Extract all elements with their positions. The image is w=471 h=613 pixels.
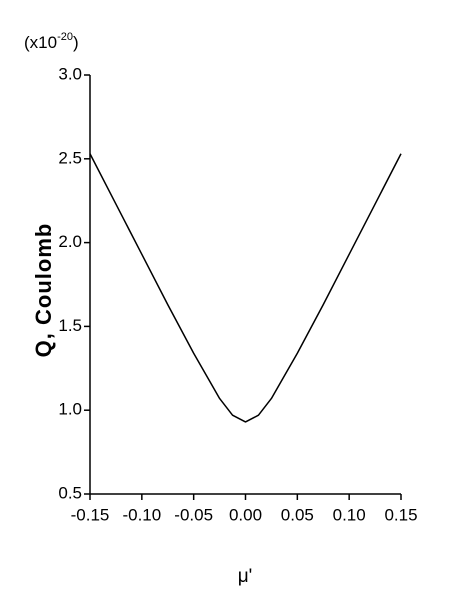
multiplier-exponent: -20 [57,31,73,43]
x-tick-label: 0.00 [229,505,262,524]
x-tick-label: 0.05 [281,505,314,524]
y-axis-label: Q, Coulomb [31,223,56,358]
y-tick-label: 2.0 [58,232,82,251]
y-multiplier: (x10-20) [24,31,79,53]
curve [89,153,402,423]
x-tick-label: -0.05 [174,505,213,524]
x-tick-label: 0.15 [384,505,417,524]
multiplier-base: (x10 [24,33,57,52]
x-tick-label: -0.10 [122,505,161,524]
multiplier-close: ) [73,33,79,52]
x-tick-label: 0.10 [333,505,366,524]
y-tick-label: 2.5 [58,148,82,167]
y-tick-label: 3.0 [58,64,82,83]
y-tick-label: 0.5 [58,483,82,502]
y-tick-label: 1.0 [58,400,82,419]
x-tick-label: -0.15 [71,505,110,524]
x-axis-label: μ' [238,566,253,587]
y-tick-label: 1.5 [58,316,82,335]
